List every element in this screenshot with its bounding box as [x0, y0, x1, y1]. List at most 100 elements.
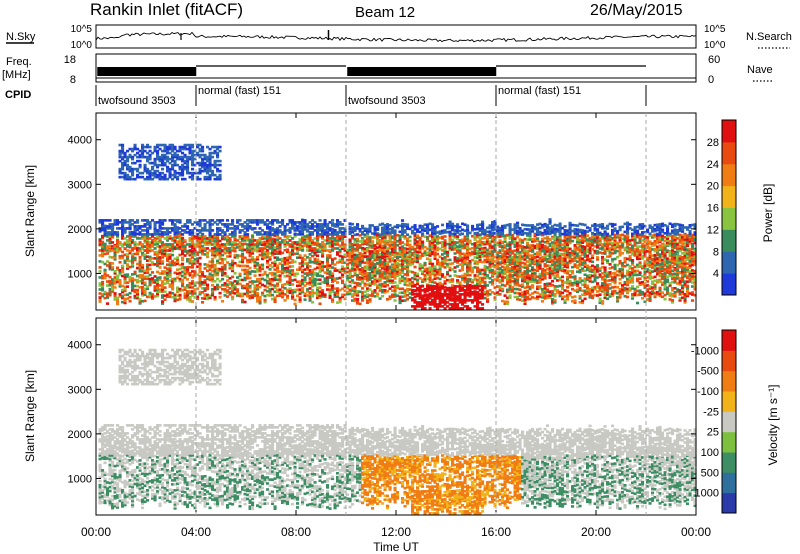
- data-cell: [491, 262, 495, 265]
- data-cell: [361, 260, 365, 264]
- data-cell: [203, 263, 207, 266]
- data-cell: [301, 290, 305, 294]
- data-cell: [161, 246, 165, 249]
- data-cell: [191, 286, 195, 289]
- data-cell: [383, 234, 387, 237]
- data-cell: [386, 239, 390, 243]
- data-cell: [143, 291, 147, 295]
- data-cell: [366, 293, 370, 296]
- data-cell: [486, 290, 490, 293]
- data-cell: [323, 245, 327, 248]
- data-cell: [101, 292, 105, 296]
- data-cell: [316, 278, 320, 282]
- data-cell: [461, 284, 465, 288]
- data-cell: [218, 175, 222, 179]
- data-cell: [493, 222, 497, 225]
- data-cell: [213, 295, 217, 299]
- data-cell: [416, 256, 420, 260]
- data-cell: [166, 169, 170, 173]
- data-cell: [301, 282, 305, 286]
- data-cell: [421, 234, 425, 237]
- data-cell: [106, 233, 110, 236]
- cpid-label: CPID: [5, 89, 31, 101]
- data-cell: [426, 299, 430, 302]
- data-cell: [131, 157, 135, 161]
- data-cell: [443, 231, 447, 234]
- data-cell: [158, 260, 162, 263]
- data-cell: [476, 254, 480, 258]
- data-cell: [468, 269, 472, 273]
- data-cell: [301, 258, 305, 262]
- data-cell: [248, 241, 252, 244]
- data-cell: [383, 236, 387, 239]
- data-cell: [421, 301, 425, 304]
- data-cell: [116, 266, 120, 270]
- data-cell: [133, 221, 137, 224]
- data-cell: [208, 155, 212, 159]
- data-cell: [271, 219, 275, 222]
- data-cell: [141, 155, 145, 159]
- data-cell: [198, 290, 202, 294]
- data-cell: [243, 292, 247, 296]
- data-cell: [411, 257, 415, 261]
- data-cell: [188, 147, 192, 151]
- data-cell: [436, 297, 440, 300]
- data-cell: [203, 267, 207, 270]
- data-cell: [433, 238, 437, 241]
- data-cell: [468, 293, 472, 296]
- data-cell: [401, 245, 405, 248]
- data-cell: [306, 294, 310, 297]
- data-cell: [136, 151, 140, 155]
- data-cell: [198, 149, 202, 153]
- data-cell: [138, 276, 142, 279]
- data-cell: [493, 264, 497, 267]
- data-cell: [176, 171, 180, 175]
- data-cell: [353, 291, 357, 295]
- data-cell: [308, 237, 312, 240]
- data-cell: [173, 233, 177, 237]
- data-cell: [166, 147, 170, 151]
- data-cell: [213, 173, 217, 177]
- data-cell: [323, 295, 327, 299]
- data-cell: [108, 265, 112, 269]
- data-cell: [116, 280, 120, 284]
- data-cell: [491, 275, 495, 278]
- data-cell: [123, 277, 127, 281]
- data-cell: [476, 301, 480, 304]
- data-cell: [391, 245, 395, 248]
- data-cell: [401, 260, 405, 264]
- data-cell: [238, 241, 242, 244]
- data-cell: [101, 260, 105, 264]
- data-cell: [451, 248, 455, 251]
- data-cell: [228, 246, 232, 250]
- data-cell: [173, 279, 177, 283]
- data-cell: [283, 268, 287, 272]
- data-cell: [206, 285, 210, 289]
- data-cell: [456, 265, 460, 268]
- data-cell: [423, 279, 427, 283]
- data-cell: [388, 258, 392, 261]
- data-cell: [291, 223, 295, 226]
- data-cell: [221, 277, 225, 281]
- data-cell: [216, 175, 220, 179]
- data-cell: [223, 237, 227, 240]
- data-cell: [463, 272, 467, 276]
- data-cell: [158, 177, 162, 181]
- data-cell: [391, 279, 395, 283]
- data-cell: [166, 231, 170, 234]
- data-cell: [133, 242, 137, 246]
- data-cell: [443, 229, 447, 232]
- data-cell: [393, 263, 397, 267]
- data-cell: [258, 299, 262, 303]
- data-cell: [436, 248, 440, 252]
- data-cell: [228, 264, 232, 268]
- data-cell: [133, 227, 137, 230]
- data-cell: [421, 254, 425, 258]
- data-cell: [486, 242, 490, 246]
- data-cell: [431, 243, 435, 246]
- data-cell: [398, 259, 402, 263]
- data-cell: [331, 237, 335, 240]
- data-cell: [123, 221, 127, 224]
- data-cell: [156, 292, 160, 296]
- data-cell: [146, 151, 150, 155]
